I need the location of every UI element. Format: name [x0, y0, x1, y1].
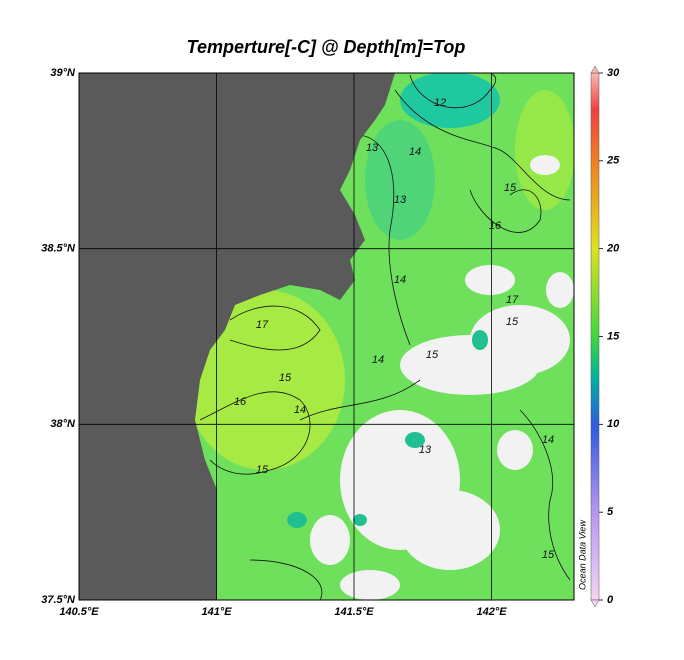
contour-label: 13: [366, 142, 379, 154]
colorbar-tick-label: 5: [607, 506, 614, 518]
contour-label: 15: [542, 549, 555, 561]
colorbar-tick-label: 30: [607, 67, 620, 79]
contours: [199, 73, 571, 600]
map-field: [79, 73, 574, 600]
contour-label: 15: [256, 464, 269, 476]
colorbar-tick-label: 15: [607, 330, 620, 342]
x-tick-label: 141.5°E: [334, 606, 374, 618]
contour-label: 15: [426, 349, 439, 361]
colorbar: [590, 72, 600, 601]
y-tick-label: 39°N: [50, 67, 76, 79]
y-tick-label: 38.5°N: [41, 243, 76, 255]
contour-label: 16: [489, 220, 502, 232]
colorbar-max-arrow: [590, 65, 600, 74]
colorbar-tick-label: 25: [606, 155, 620, 167]
warm-region: [515, 90, 574, 210]
contour-label: 12: [434, 97, 446, 109]
contour-label: 15: [504, 182, 517, 194]
contour-label: 17: [256, 319, 269, 331]
contour-label: 15: [279, 372, 292, 384]
map-title: Temperture[-C] @ Depth[m]=Top: [187, 37, 466, 57]
cool-spots: [287, 330, 488, 528]
contour-label: 14: [372, 354, 384, 366]
contour-label: 15: [506, 316, 519, 328]
colorbar-min-arrow: [590, 599, 600, 608]
contour-label: 13: [394, 194, 407, 206]
contour-label: 16: [234, 396, 247, 408]
colorbar-tick-label: 20: [606, 243, 620, 255]
x-tick-label: 141°E: [201, 606, 232, 618]
cool-region: [400, 73, 500, 128]
land: [79, 73, 395, 600]
no-data: [310, 155, 574, 600]
cool-region: [365, 120, 435, 240]
watermark: Ocean Data View: [577, 520, 587, 590]
colorbar-tick-label: 10: [607, 418, 620, 430]
colorbar-tick-label: 0: [607, 594, 614, 606]
contour-label: 14: [294, 404, 306, 416]
y-tick-label: 37.5°N: [41, 594, 76, 606]
warm-region: [185, 290, 345, 470]
contour-label: 14: [409, 146, 421, 158]
contour-label: 14: [542, 434, 554, 446]
contour-label: 14: [394, 274, 406, 286]
x-tick-label: 142°E: [476, 606, 507, 618]
y-tick-label: 38°N: [50, 418, 76, 430]
contour-label: 17: [506, 294, 519, 306]
contour-label: 13: [419, 444, 432, 456]
x-tick-label: 140.5°E: [59, 606, 99, 618]
